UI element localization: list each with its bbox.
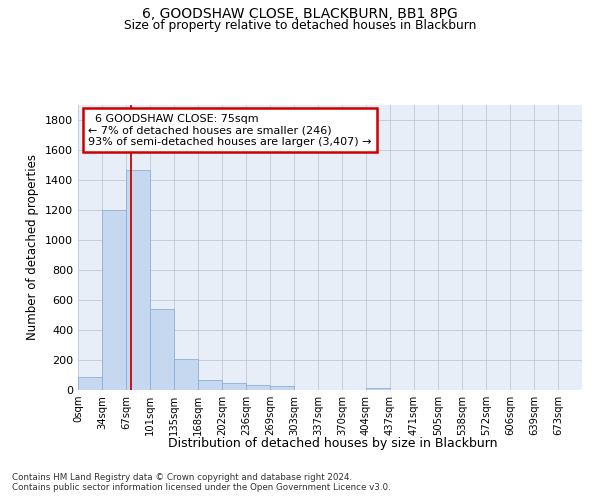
Bar	[174, 359, 198, 390]
Bar	[78, 376, 102, 390]
Y-axis label: Number of detached properties: Number of detached properties	[26, 154, 40, 340]
Bar	[102, 210, 126, 390]
Bar	[366, 388, 390, 390]
Text: Contains HM Land Registry data © Crown copyright and database right 2024.: Contains HM Land Registry data © Crown c…	[12, 472, 352, 482]
Bar	[270, 386, 294, 390]
Text: Size of property relative to detached houses in Blackburn: Size of property relative to detached ho…	[124, 19, 476, 32]
Bar	[246, 385, 270, 390]
Text: Distribution of detached houses by size in Blackburn: Distribution of detached houses by size …	[168, 438, 498, 450]
Bar	[222, 383, 246, 390]
Bar	[126, 170, 150, 390]
Bar	[150, 309, 174, 390]
Text: 6, GOODSHAW CLOSE, BLACKBURN, BB1 8PG: 6, GOODSHAW CLOSE, BLACKBURN, BB1 8PG	[142, 8, 458, 22]
Text: 6 GOODSHAW CLOSE: 75sqm  
← 7% of detached houses are smaller (246)
93% of semi-: 6 GOODSHAW CLOSE: 75sqm ← 7% of detached…	[88, 114, 371, 147]
Bar	[198, 380, 222, 390]
Text: Contains public sector information licensed under the Open Government Licence v3: Contains public sector information licen…	[12, 482, 391, 492]
